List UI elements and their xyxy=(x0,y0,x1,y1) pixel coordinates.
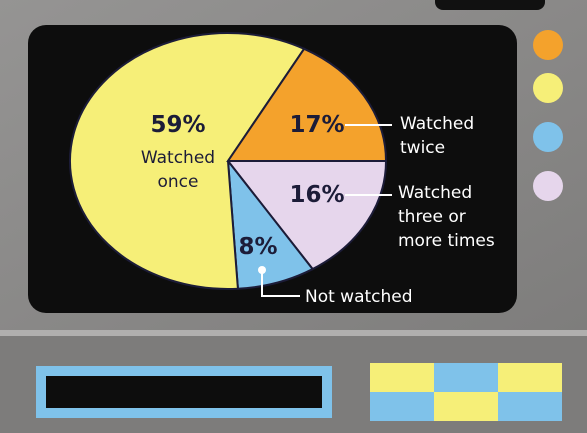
legend-dot xyxy=(533,30,563,60)
checker-cell xyxy=(498,363,562,392)
separator xyxy=(0,330,587,336)
leader-dot xyxy=(258,266,266,274)
category-label: Watched three or more times xyxy=(398,183,495,251)
value-label: 8% xyxy=(238,234,278,260)
checker-cell xyxy=(498,392,562,421)
category-label: Watched twice xyxy=(400,114,475,158)
value-label: 17% xyxy=(289,112,345,138)
legend-dot xyxy=(533,122,563,152)
slot xyxy=(46,376,322,408)
checker-cell xyxy=(370,392,434,421)
legend-dot xyxy=(533,171,563,201)
top-tab xyxy=(435,0,545,10)
pie-slice xyxy=(69,32,306,290)
checker-cell xyxy=(434,392,498,421)
value-label: 16% xyxy=(289,182,345,208)
value-label: 59% xyxy=(150,112,206,138)
legend-dot xyxy=(533,73,563,103)
leader-line xyxy=(261,270,300,297)
checker xyxy=(370,363,562,421)
category-label: Not watched xyxy=(305,287,413,307)
checker-cell xyxy=(370,363,434,392)
category-label: Watched once xyxy=(140,148,216,192)
checker-cell xyxy=(434,363,498,392)
pie-slice xyxy=(226,47,388,162)
pie-slice xyxy=(225,160,388,271)
